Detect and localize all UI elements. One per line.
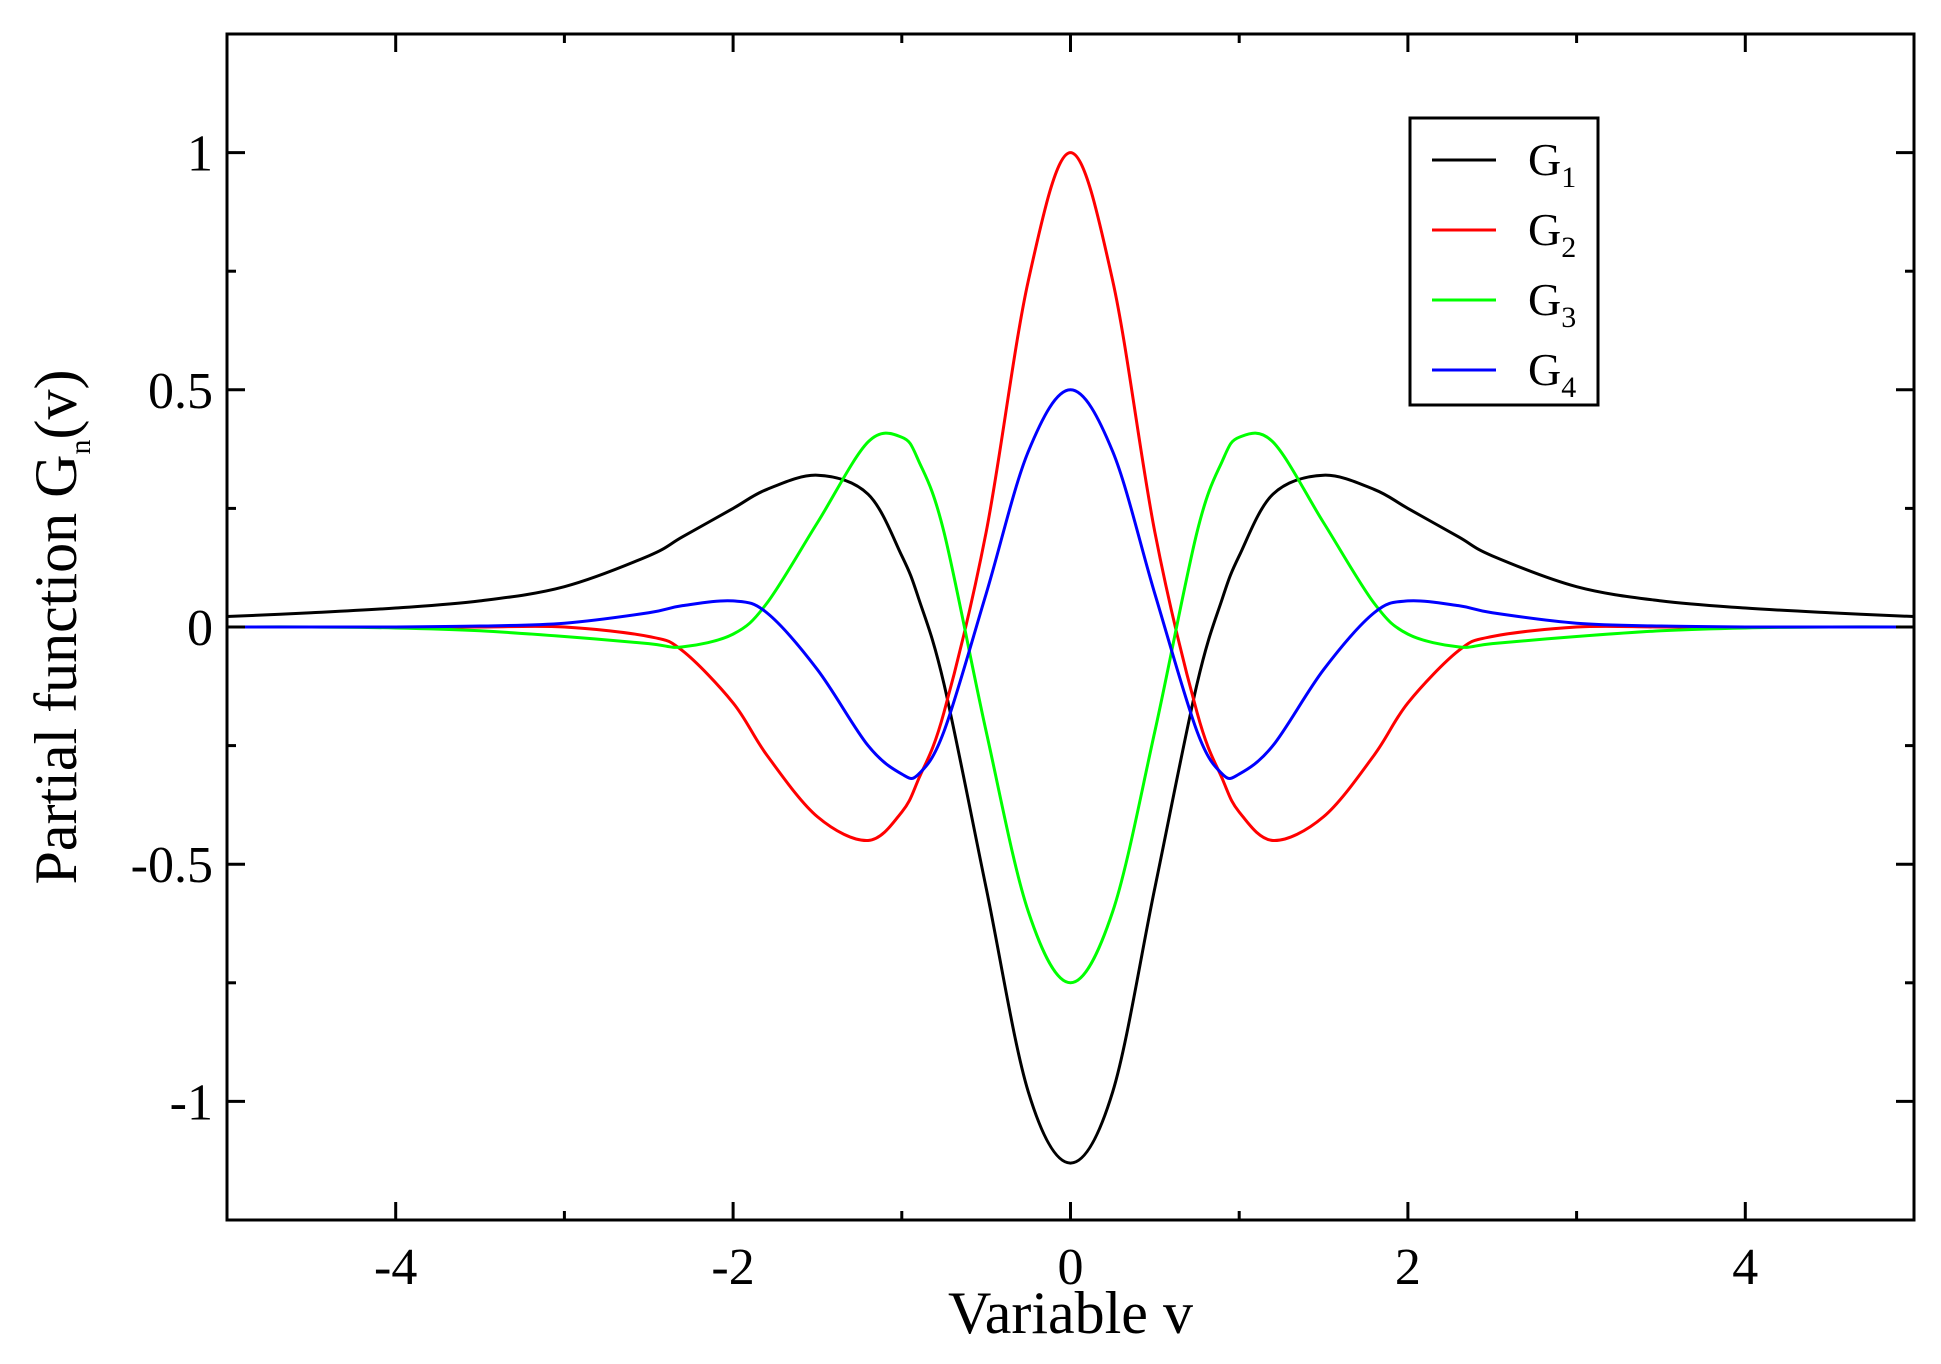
- y-tick-label: 1: [187, 126, 213, 183]
- y-tick-label: 0: [187, 600, 213, 657]
- tick-layer: [225, 32, 1916, 1222]
- x-tick-label: 2: [1395, 1239, 1421, 1296]
- x-tick-label: 4: [1732, 1239, 1758, 1296]
- series-layer: [226, 151, 1915, 1165]
- legend-box: [1408, 116, 1600, 407]
- y-axis-title-prefix: Partial function G: [23, 455, 89, 885]
- legend-label-g2: G2: [1528, 204, 1576, 264]
- x-tick-label: -4: [374, 1239, 417, 1296]
- series-line-g3: [226, 431, 1915, 985]
- tick-label-layer: -4 -2 0 2 4 -1 -0.5 0 0.5 1: [131, 126, 1759, 1296]
- y-axis-title-suffix: (v): [23, 370, 89, 440]
- y-axis-title-subscript: n: [64, 440, 97, 455]
- legend-items: G1 G2 G3 G4: [1432, 134, 1576, 404]
- y-tick-label: -1: [170, 1074, 213, 1131]
- x-tick-label: -2: [711, 1239, 754, 1296]
- legend-label-g1: G1: [1528, 134, 1576, 194]
- legend-label-g4: G4: [1528, 344, 1576, 404]
- x-tick-label: 0: [1058, 1239, 1084, 1296]
- legend-label-g3: G3: [1528, 274, 1576, 334]
- series-line-g4: [227, 388, 1914, 781]
- legend: G1 G2 G3 G4: [1408, 116, 1600, 407]
- x-axis-title: Variable v: [948, 1280, 1193, 1346]
- y-tick-label: -0.5: [131, 837, 213, 894]
- series-line-g1: [226, 473, 1915, 1165]
- y-tick-label: 0.5: [148, 363, 213, 420]
- y-axis-title: Partial function Gn(v): [23, 370, 97, 885]
- series-line-g2: [227, 151, 1914, 842]
